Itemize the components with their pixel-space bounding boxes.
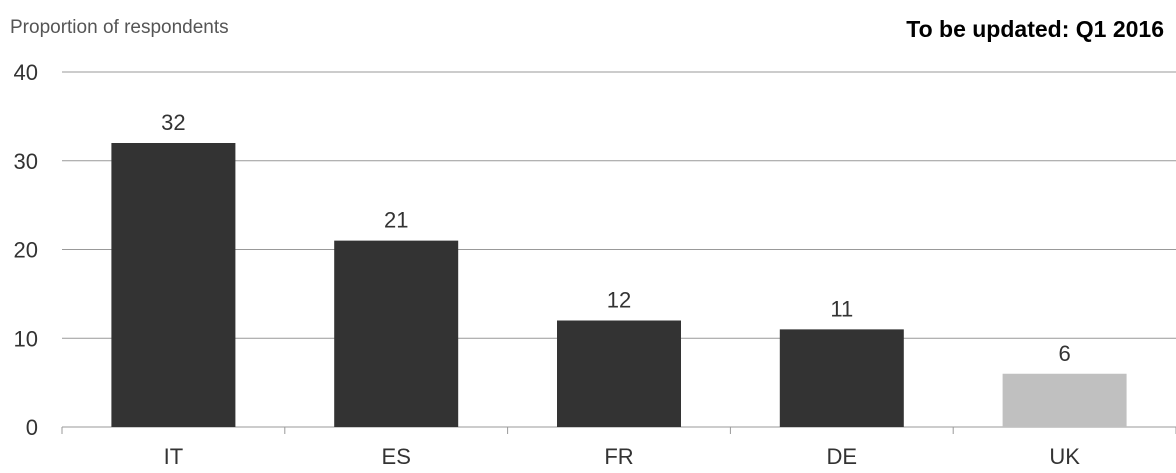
x-category-label-fr: FR	[604, 444, 633, 469]
x-category-label-de: DE	[827, 444, 858, 469]
y-tick-label-30: 30	[14, 149, 38, 174]
y-tick-label-10: 10	[14, 326, 38, 351]
bar-it	[111, 143, 235, 427]
data-label-fr: 12	[607, 288, 631, 313]
bar-uk	[1003, 374, 1127, 427]
bar-de	[780, 329, 904, 427]
bar-fr	[557, 321, 681, 428]
data-label-uk: 6	[1058, 341, 1070, 366]
x-category-label-uk: UK	[1049, 444, 1080, 469]
x-category-label-es: ES	[382, 444, 411, 469]
y-tick-label-40: 40	[14, 60, 38, 85]
y-tick-label-20: 20	[14, 238, 38, 263]
chart-note: To be updated: Q1 2016	[906, 16, 1164, 42]
x-category-label-it: IT	[164, 444, 184, 469]
data-label-de: 11	[830, 296, 853, 321]
data-label-es: 21	[384, 208, 408, 233]
y-axis-ticks: 0 10 20 30 40	[14, 60, 38, 440]
y-tick-label-0: 0	[26, 415, 38, 440]
y-axis-label: Proportion of respondents	[10, 17, 229, 38]
bar-es	[334, 241, 458, 427]
data-label-it: 32	[161, 110, 185, 135]
bars	[111, 143, 1126, 427]
x-axis-categories: IT ES FR DE UK	[164, 444, 1081, 469]
